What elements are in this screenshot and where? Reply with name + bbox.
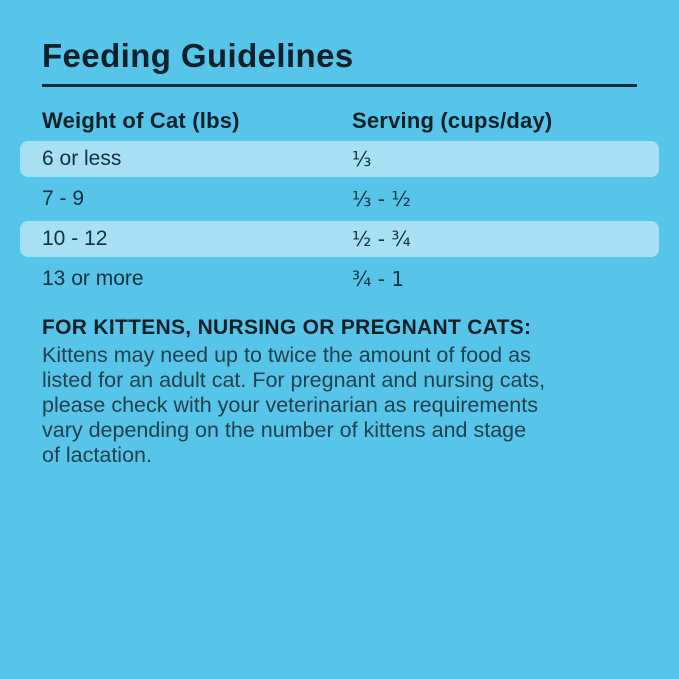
weight-cell: 7 - 9 bbox=[42, 187, 85, 211]
table-row: 7 - 9 ⅓ - ½ bbox=[20, 181, 659, 217]
column-header-serving: Serving (cups/day) bbox=[352, 108, 553, 134]
kittens-note-line: vary depending on the number of kittens … bbox=[42, 418, 527, 443]
serving-cell: ¾ - 1 bbox=[352, 267, 405, 292]
serving-cell: ⅓ - ½ bbox=[352, 187, 411, 212]
kittens-note-heading: FOR KITTENS, NURSING OR PREGNANT CATS: bbox=[42, 316, 532, 340]
serving-cell: ⅓ bbox=[352, 147, 372, 172]
weight-cell: 6 or less bbox=[42, 147, 122, 171]
kittens-note-line: Kittens may need up to twice the amount … bbox=[42, 343, 531, 368]
title-divider bbox=[42, 84, 637, 88]
table-row: 6 or less ⅓ bbox=[20, 141, 659, 178]
page-title: Feeding Guidelines bbox=[42, 37, 354, 74]
serving-cell: ½ - ¾ bbox=[352, 227, 411, 252]
table-row: 13 or more ¾ - 1 bbox=[20, 261, 659, 297]
table-header-row: Weight of Cat (lbs) Serving (cups/day) bbox=[20, 101, 659, 141]
weight-cell: 13 or more bbox=[42, 267, 144, 291]
table-row: 10 - 12 ½ - ¾ bbox=[20, 221, 659, 258]
weight-cell: 10 - 12 bbox=[42, 227, 108, 251]
column-header-weight: Weight of Cat (lbs) bbox=[42, 108, 240, 134]
kittens-note-line: please check with your veterinarian as r… bbox=[42, 393, 538, 418]
kittens-note-line: listed for an adult cat. For pregnant an… bbox=[42, 368, 546, 393]
kittens-note: FOR KITTENS, NURSING OR PREGNANT CATS: K… bbox=[42, 315, 637, 468]
kittens-note-line: of lactation. bbox=[42, 443, 152, 468]
